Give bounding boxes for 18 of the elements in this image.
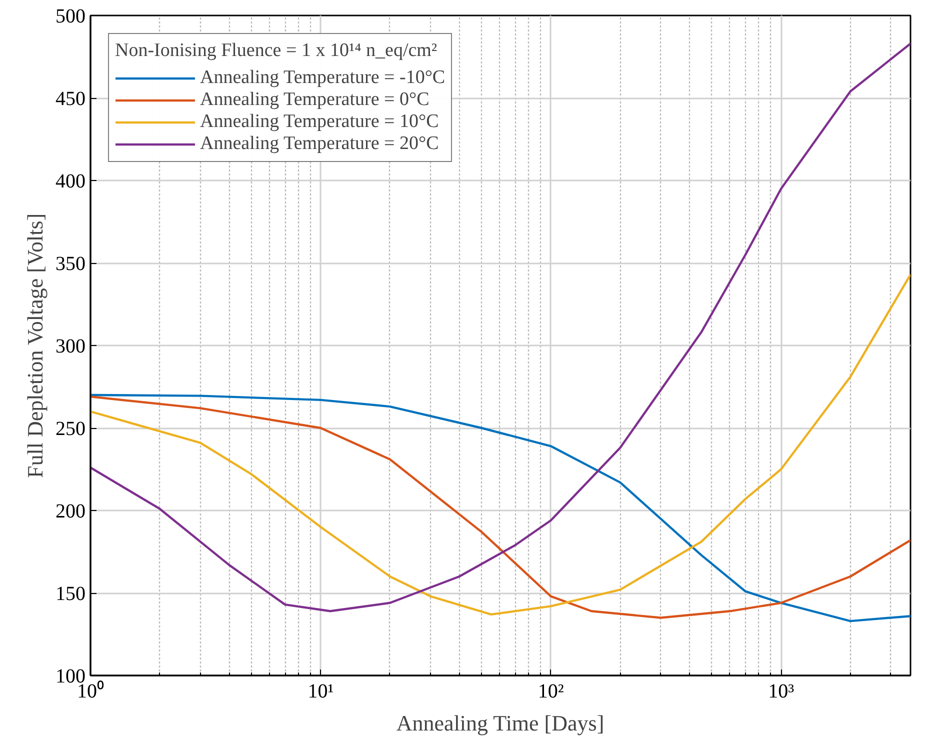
legend-label: Annealing Temperature = 0°C: [200, 89, 430, 111]
x-tick-label: 10³: [768, 680, 794, 702]
legend-label: Annealing Temperature = -10°C: [200, 67, 446, 89]
legend-label: Annealing Temperature = 10°C: [200, 111, 439, 133]
legend-label: Annealing Temperature = 20°C: [200, 133, 439, 155]
y-tick-label: 200: [56, 500, 86, 522]
y-tick-label: 500: [56, 6, 86, 28]
y-tick-label: 250: [56, 418, 86, 440]
y-tick-label: 300: [56, 336, 86, 358]
x-axis-title: Annealing Time [Days]: [396, 710, 604, 736]
y-tick-label: 400: [56, 170, 86, 192]
x-tick-label: 10²: [538, 680, 564, 702]
y-tick-label: 150: [56, 583, 86, 605]
y-tick-label: 350: [56, 253, 86, 275]
y-tick-label: 450: [56, 88, 86, 110]
x-tick-label: 10¹: [308, 680, 334, 702]
legend-title: Non-Ionising Fluence = 1 x 10¹⁴ n_eq/cm²: [115, 40, 438, 62]
y-axis-title: Full Depletion Voltage [Volts]: [22, 213, 48, 478]
